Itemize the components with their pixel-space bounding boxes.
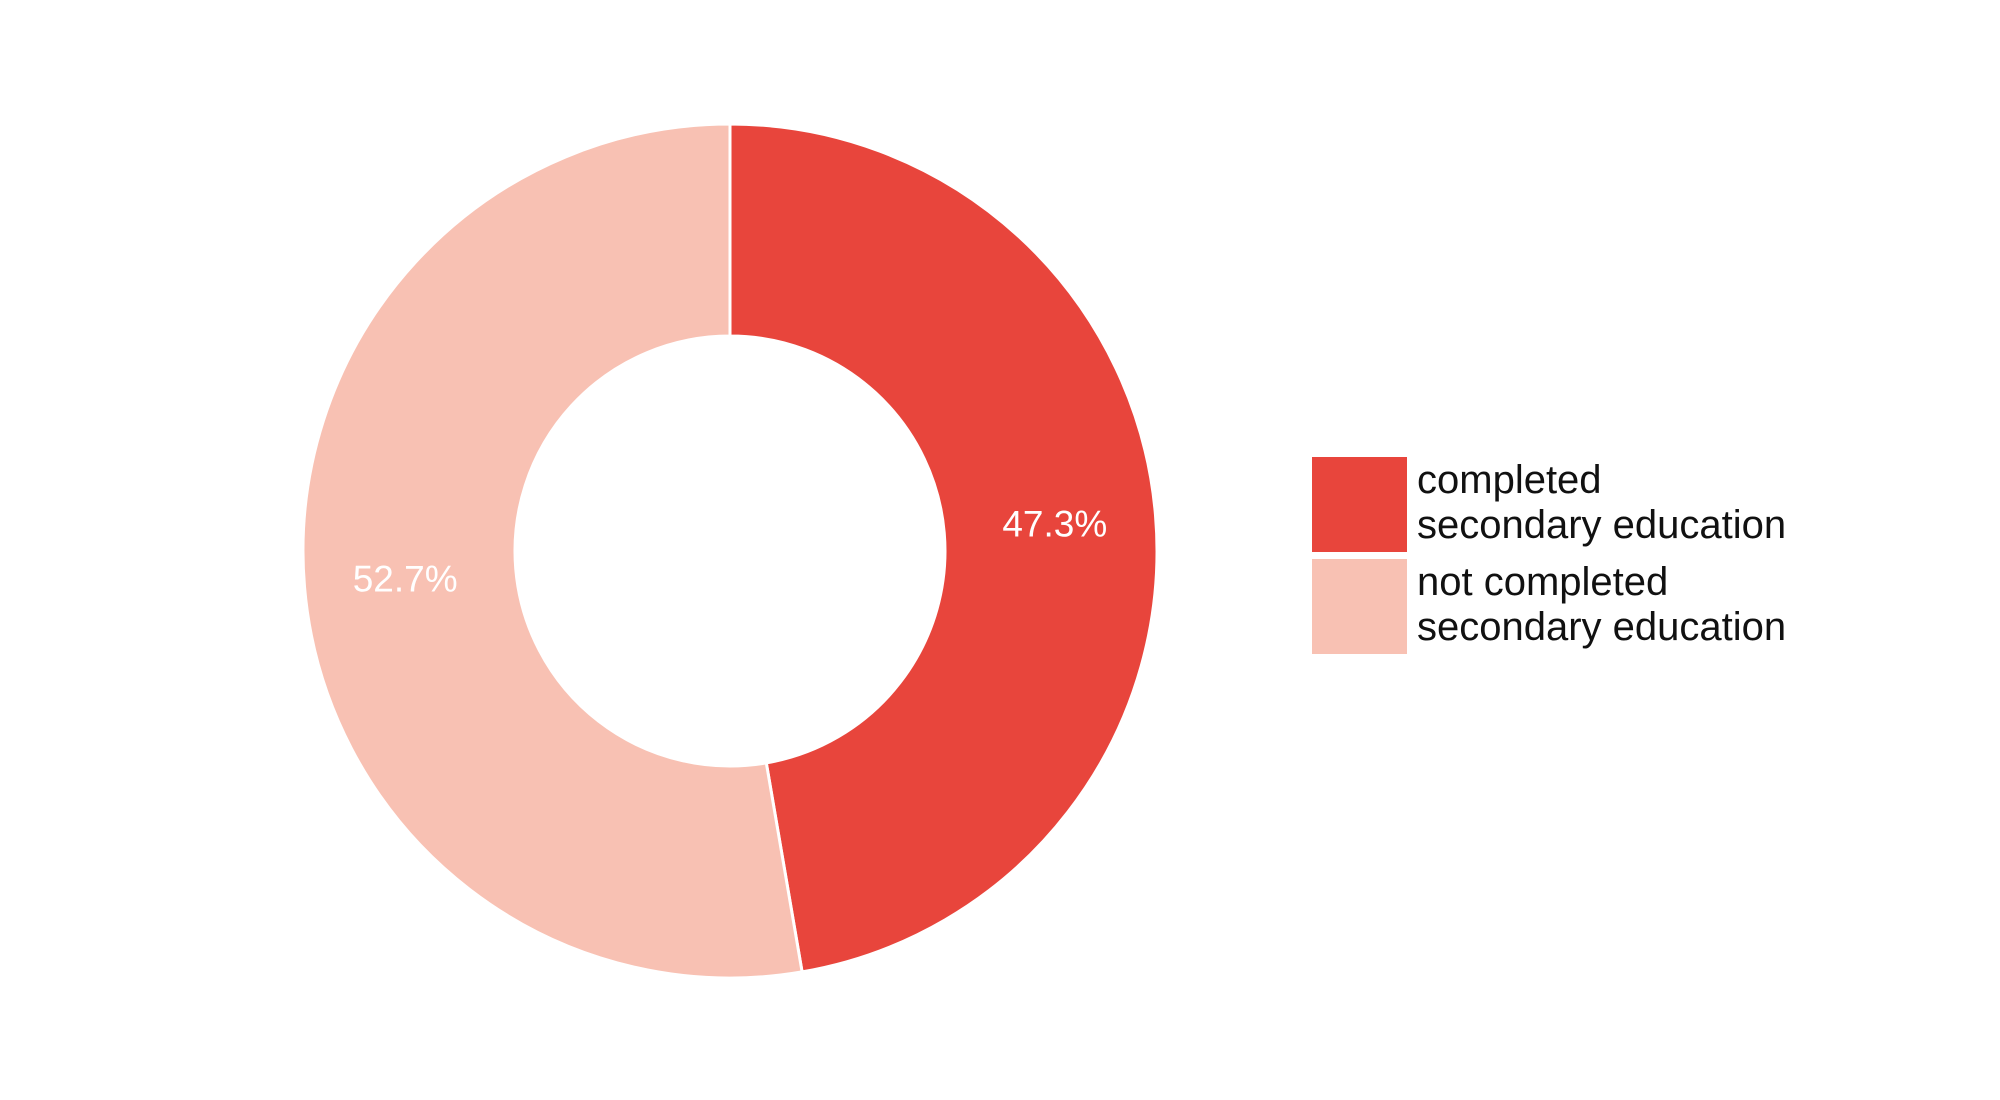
legend-swatch-not-completed <box>1312 559 1407 654</box>
legend-item-not-completed[interactable]: not completed secondary education <box>1312 559 1786 657</box>
slices-group <box>303 124 1157 978</box>
legend-item-completed[interactable]: completed secondary education <box>1312 457 1786 555</box>
legend-label-line1: not completed <box>1417 560 1786 605</box>
legend-label-not-completed: not completed secondary education <box>1417 560 1786 650</box>
legend: completed secondary education not comple… <box>1312 457 1786 661</box>
legend-label-completed: completed secondary education <box>1417 458 1786 548</box>
legend-label-line2: secondary education <box>1417 605 1786 650</box>
donut-slice-completed[interactable] <box>730 124 1157 972</box>
legend-label-line1: completed <box>1417 458 1786 503</box>
donut-slice-not-completed[interactable] <box>303 124 802 978</box>
legend-swatch-completed <box>1312 457 1407 552</box>
slice-value-label-not-completed: 52.7% <box>353 559 458 600</box>
legend-label-line2: secondary education <box>1417 503 1786 548</box>
slice-value-label-completed: 47.3% <box>1002 503 1107 544</box>
